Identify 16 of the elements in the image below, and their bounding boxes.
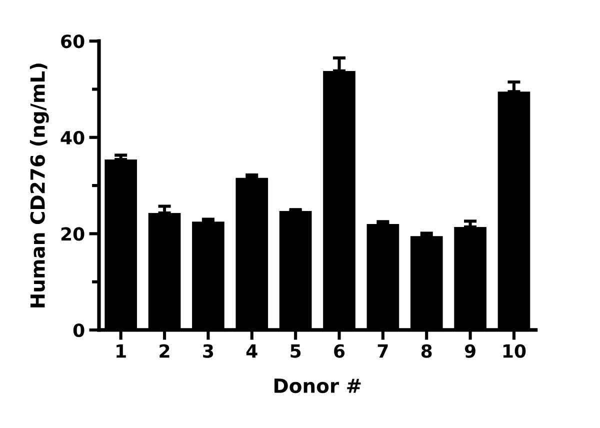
x-tick-label: 6 bbox=[334, 344, 345, 358]
x-tick-label: 2 bbox=[160, 344, 170, 358]
x-tick-label: 7 bbox=[378, 344, 388, 358]
x-tick-label: 10 bbox=[503, 344, 526, 358]
y-tick-label: 40 bbox=[60, 130, 84, 145]
x-tick-label: 3 bbox=[203, 344, 214, 358]
x-axis-title: Donor # bbox=[274, 378, 361, 394]
y-tick-label: 0 bbox=[73, 323, 84, 338]
x-tick-label: 9 bbox=[464, 344, 476, 358]
y-tick-label: 20 bbox=[61, 227, 84, 241]
x-tick-label: 8 bbox=[421, 344, 432, 358]
y-tick-label: 60 bbox=[61, 34, 84, 48]
x-tick-label: 1 bbox=[116, 344, 126, 358]
y-axis-title: Human CD276 (ng/mL) bbox=[30, 64, 49, 308]
x-tick-label: 5 bbox=[290, 344, 301, 358]
x-tick-label: 4 bbox=[246, 344, 258, 358]
